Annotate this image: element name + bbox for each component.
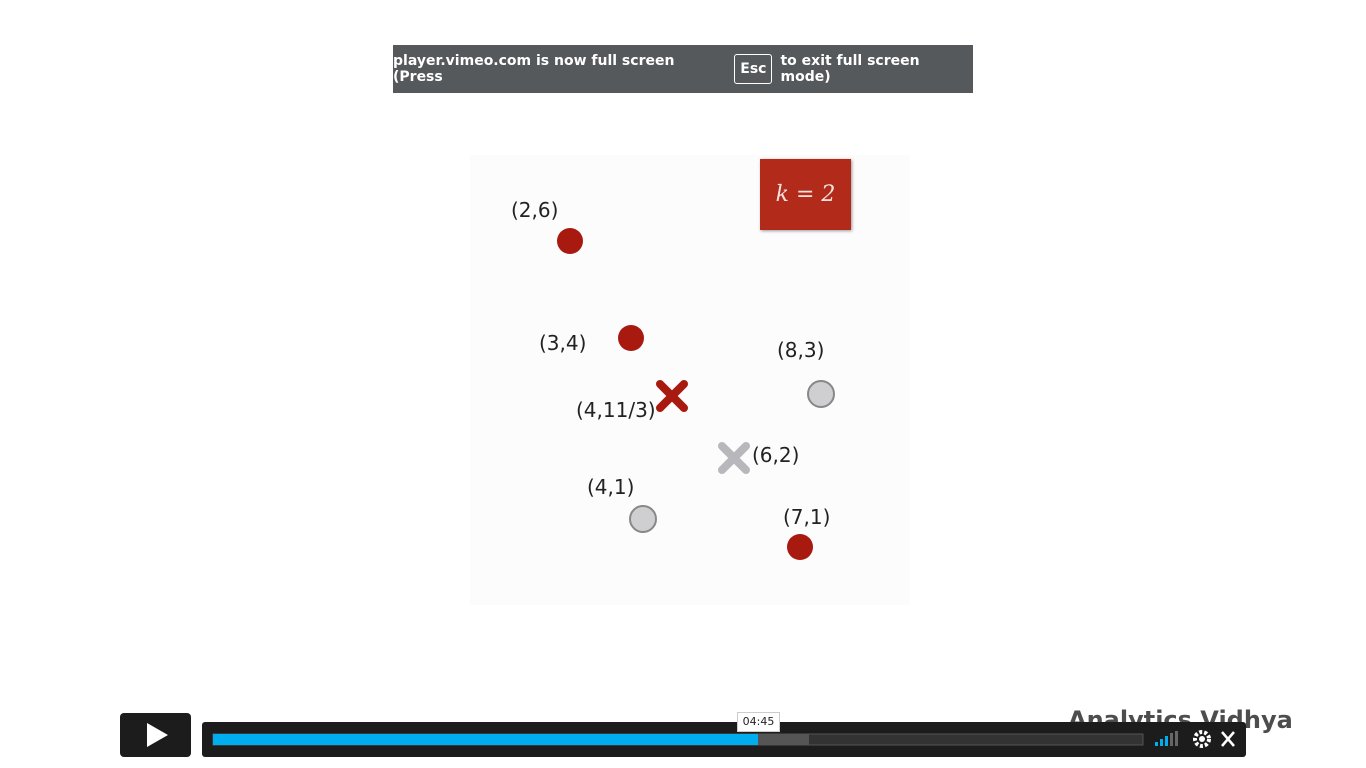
settings[interactable] bbox=[1193, 730, 1211, 748]
banner-text: to exit full screen mode) bbox=[780, 53, 920, 85]
k-badge: k = 2 bbox=[760, 159, 851, 230]
point-label: (4,11/3) bbox=[576, 398, 656, 422]
point bbox=[787, 534, 813, 560]
play-icon bbox=[147, 723, 168, 747]
point-label: (7,1) bbox=[783, 505, 831, 529]
played bbox=[213, 734, 758, 745]
volume[interactable] bbox=[1155, 731, 1178, 746]
esc-key: Esc bbox=[734, 54, 773, 84]
play-button[interactable] bbox=[120, 713, 191, 757]
video-frame bbox=[470, 155, 910, 605]
point-label: (2,6) bbox=[511, 198, 559, 222]
red-points bbox=[557, 228, 813, 560]
point bbox=[807, 380, 835, 408]
gray-points bbox=[629, 380, 835, 533]
control-bar bbox=[202, 722, 1246, 757]
red-centroid bbox=[656, 380, 688, 412]
time-tooltip: 04:45 bbox=[737, 712, 780, 732]
gray-centroid bbox=[718, 442, 750, 474]
point bbox=[557, 228, 583, 254]
point bbox=[629, 505, 657, 533]
controls bbox=[212, 730, 1235, 748]
point-label: (3,4) bbox=[539, 331, 587, 355]
fullscreen[interactable] bbox=[1221, 731, 1235, 747]
point-label: (6,2) bbox=[752, 443, 800, 467]
point-label: (4,1) bbox=[587, 475, 635, 499]
fullscreen-banner: player.vimeo.com is now full screen (Pre… bbox=[393, 45, 973, 93]
point bbox=[618, 325, 644, 351]
banner-text: player.vimeo.com is now full screen (Pre… bbox=[393, 53, 675, 85]
point-label: (8,3) bbox=[777, 338, 825, 362]
